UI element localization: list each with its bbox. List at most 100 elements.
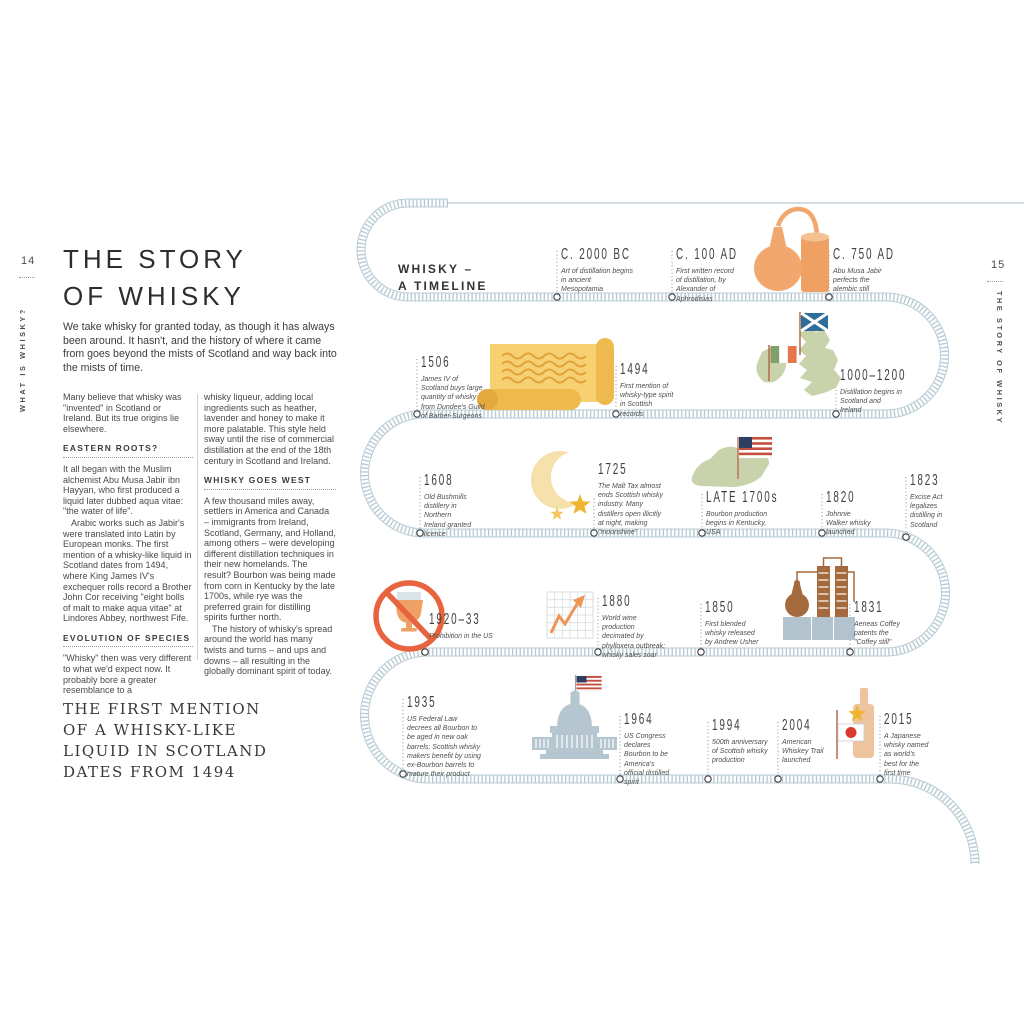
paragraph: A few thousand miles away, settlers in A… [204,495,336,623]
event-year: 1820 [826,489,856,506]
event-caption: Abu Musa Jabir perfects the alembic stil… [833,268,882,294]
event-year: 1608 [424,472,454,489]
timeline-event-1964: 1964 US Congress declares Bourbon to be … [624,711,672,787]
event-year: 1494 [620,361,650,378]
timeline-event-2004: 2004 American Whiskey Trail launched [782,717,824,766]
event-caption: First mention of whisky-type spirit in S… [620,383,674,418]
event-caption: American Whiskey Trail launched [782,739,824,765]
timeline-event-1920-33: 1920–33 Prohibition in the US [429,611,509,641]
left-page-number: 14 [21,255,36,267]
event-year: 1725 [598,461,628,478]
left-sidebar-label: WHAT IS WHISKY? [18,307,27,412]
timeline-event-1000-1200: 1000–1200 Distillation begins in Scotlan… [840,367,907,416]
event-caption: World wine production decimated by phyll… [602,615,666,659]
us-capitol-icon [532,675,617,759]
left-sidebar-divider [19,277,35,278]
kentucky-map-icon [691,436,773,487]
event-year: 1920–33 [429,611,481,628]
timeline-title-line2: A TIMELINE [398,279,488,293]
event-year: 2015 [884,711,914,728]
timeline-event-c750ad: C. 750 AD Abu Musa Jabir perfects the al… [833,246,895,295]
japan-flag-icon [836,710,865,759]
event-year: 1850 [705,599,735,616]
event-caption: US Congress declares Bourbon to be Ameri… [624,733,670,787]
event-year: LATE 1700s [706,489,779,506]
timeline-event-1935: 1935 US Federal Law decrees all Bourbon … [407,694,483,779]
event-caption: US Federal Law decrees all Bourbon to be… [407,716,481,779]
event-caption: Excise Act legalizes distilling in Scotl… [910,494,943,529]
event-caption: Distillation begins in Scotland and Irel… [840,389,902,415]
event-caption: First written record of distillation, by… [676,268,734,303]
rising-chart-icon [546,591,594,639]
paragraph: Many believe that whisky was "invented" … [63,392,182,434]
article-column-1: Many believe that whisky was "invented" … [63,392,193,697]
right-page-number: 15 [991,259,1006,271]
event-caption: Prohibition in the US [429,633,493,640]
pull-quote: THE FIRST MENTION OF A WHISKY-LIKE LIQUI… [63,700,268,781]
event-caption: A Japanese whisky named as world's best … [884,733,929,777]
event-year: 1994 [712,717,742,734]
timeline-event-1880: 1880 World wine production decimated by … [602,593,666,660]
japan-whisky-icon [836,688,874,759]
moon-and-stars-icon [531,451,603,520]
article-column-2: whisky liqueur, adding local ingredients… [204,392,336,678]
event-caption: Art of distillation begins in ancient Me… [561,268,633,294]
timeline-event-1506: 1506 James IV of Scotland buys large qua… [421,354,487,421]
paragraph: The history of whisky's spread around th… [204,623,333,677]
no-alcohol-sign-icon [373,580,445,652]
us-flag-icon [574,675,602,696]
event-year: 1935 [407,694,437,711]
section-heading-evolution-of-species: EVOLUTION OF SPECIES [63,633,193,648]
serpentine-track [356,198,980,865]
event-year: 1506 [421,354,451,371]
scotland-flag-icon [799,311,829,355]
section-heading-whisky-goes-west: WHISKY GOES WEST [204,475,336,490]
event-year: 1964 [624,711,654,728]
timeline-event-1820: 1820 Johnnie Walker whisky launched [826,489,874,538]
column-divider [197,394,198,660]
uk-ireland-map-icon [756,311,841,396]
paragraph: It all began with the Muslim alchemist A… [63,463,184,517]
coffey-still-icon [783,557,855,640]
timeline-event-c100ad: C. 100 AD First written record of distil… [676,246,738,304]
star-icon [569,494,591,514]
ireland-flag-icon [768,345,797,381]
page-title-line1: THE STORY [63,244,247,274]
timeline-event-c2000bc: C. 2000 BC Art of distillation begins in… [561,246,633,295]
event-year: C. 100 AD [676,246,738,263]
event-year: 1831 [854,599,884,616]
event-caption: Bourbon production begins in Kentucky, U… [706,511,768,537]
timeline-event-1823: 1823 Excise Act legalizes distilling in … [910,472,950,530]
timeline-event-1725: 1725 The Malt Tax almost ends Scottish w… [598,461,668,537]
event-caption: First blended whisky released by Andrew … [705,621,759,647]
timeline-event-1831: 1831 Aeneas Coffey patents the "Coffey s… [854,599,900,648]
event-leader-lines [402,251,907,775]
timeline-event-1608: 1608 Old Bushmills distillery in Norther… [424,472,472,539]
event-caption: Johnnie Walker whisky launched [826,511,871,537]
star-icon [550,507,564,520]
timeline-event-1994: 1994 500th anniversary of Scottish whisk… [712,717,768,766]
event-year: C. 750 AD [833,246,895,263]
timeline-title-line1: WHISKY – [398,262,474,276]
right-sidebar-label: THE STORY OF WHISKY [995,291,1004,425]
section-heading-eastern-roots: EASTERN ROOTS? [63,443,193,458]
paragraph: "Whisky" then was very different to what… [63,653,192,696]
event-year: 1000–1200 [840,367,907,384]
page-title-line2: OF WHISKY [63,281,245,311]
event-year: C. 2000 BC [561,246,631,263]
event-dots [399,293,910,783]
event-caption: Aeneas Coffey patents the "Coffey still" [854,621,900,647]
event-year: 2004 [782,717,812,734]
timeline-event-1850: 1850 First blended whisky released by An… [705,599,759,648]
event-year: 1823 [910,472,940,489]
right-sidebar-divider [987,281,1003,282]
paragraph: Arabic works such as Jabir's were transl… [63,517,192,624]
event-caption: 500th anniversary of Scottish whisky pro… [712,739,768,765]
event-caption: The Malt Tax almost ends Scottish whisky… [598,483,663,537]
paragraph: whisky liqueur, adding local ingredients… [204,392,335,466]
article-intro: We take whisky for granted today, as tho… [63,321,337,374]
timeline-event-2015: 2015 A Japanese whisky named as world's … [884,711,930,778]
event-caption: James IV of Scotland buys large quantity… [421,376,485,420]
